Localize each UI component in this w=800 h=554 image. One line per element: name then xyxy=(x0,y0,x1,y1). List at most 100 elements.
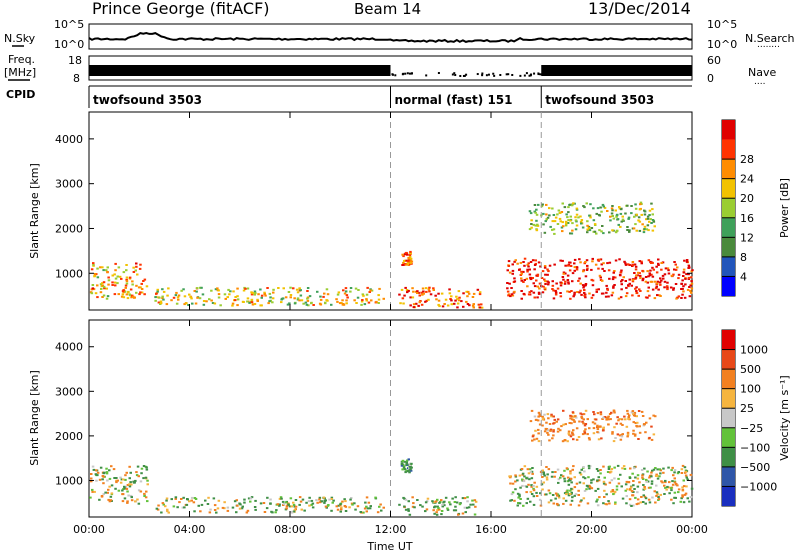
data-cell xyxy=(408,464,412,467)
data-cell xyxy=(533,264,537,266)
data-cell xyxy=(467,290,470,293)
data-cell xyxy=(531,259,535,262)
data-cell xyxy=(605,291,608,294)
data-cell xyxy=(602,205,605,208)
data-cell xyxy=(364,501,367,504)
data-cell xyxy=(686,478,689,481)
data-cell xyxy=(139,263,142,266)
data-cell xyxy=(342,289,345,292)
data-cell xyxy=(636,271,640,274)
data-cell xyxy=(541,424,544,427)
data-cell xyxy=(278,497,282,500)
data-cell xyxy=(535,213,539,216)
data-cell xyxy=(592,411,595,413)
data-cell xyxy=(450,295,453,298)
data-cell xyxy=(579,261,582,264)
data-cell xyxy=(213,504,217,507)
data-cell xyxy=(609,470,613,473)
data-cell xyxy=(260,294,264,297)
data-cell xyxy=(559,220,562,223)
data-cell xyxy=(368,291,371,293)
data-cell xyxy=(660,279,663,282)
data-cell xyxy=(113,281,117,284)
data-cell xyxy=(403,505,406,508)
data-cell xyxy=(595,290,598,293)
colorbar-tick-label: −25 xyxy=(740,422,763,435)
freq-bar-tick xyxy=(511,73,514,76)
data-cell xyxy=(305,303,309,306)
data-cell xyxy=(687,267,690,269)
data-cell xyxy=(285,507,288,510)
data-cell xyxy=(548,264,552,267)
data-cell xyxy=(532,282,535,285)
freq-bar-tick xyxy=(394,74,397,77)
data-cell xyxy=(411,505,415,508)
data-cell xyxy=(648,274,652,277)
data-cell xyxy=(616,464,620,467)
data-cell xyxy=(400,288,404,291)
data-cell xyxy=(543,430,547,433)
data-cell xyxy=(280,301,283,304)
freq-bar-tick xyxy=(485,74,488,77)
data-cell xyxy=(641,474,644,477)
data-cell xyxy=(113,273,116,276)
data-cell xyxy=(262,502,266,504)
data-cell xyxy=(577,504,581,507)
data-cell xyxy=(328,498,331,501)
data-cell xyxy=(610,411,613,414)
data-cell xyxy=(626,431,630,434)
data-cell xyxy=(511,272,514,275)
data-cell xyxy=(535,279,538,282)
data-cell xyxy=(611,490,615,492)
data-cell xyxy=(554,216,558,219)
data-cell xyxy=(601,418,604,420)
data-cell xyxy=(573,258,577,261)
data-cell xyxy=(571,496,574,499)
data-cell xyxy=(213,509,217,511)
colorbar-tick-label: 12 xyxy=(740,231,754,244)
data-cell xyxy=(584,423,588,425)
data-cell xyxy=(582,476,585,479)
data-cell xyxy=(343,292,347,295)
data-cell xyxy=(126,500,129,503)
data-cell xyxy=(586,228,589,231)
data-cell xyxy=(615,488,619,491)
data-cell xyxy=(349,287,353,289)
data-cell xyxy=(600,210,603,213)
data-cell xyxy=(578,481,582,484)
data-cell xyxy=(682,479,685,482)
data-cell xyxy=(649,262,653,264)
data-cell xyxy=(552,429,555,431)
data-cell xyxy=(604,295,608,298)
data-cell xyxy=(450,303,453,306)
data-cell xyxy=(130,483,133,486)
data-cell xyxy=(579,282,582,285)
data-cell xyxy=(583,424,587,427)
data-cell xyxy=(241,300,245,303)
data-cell xyxy=(575,208,579,211)
data-cell xyxy=(102,269,105,272)
data-cell xyxy=(119,481,123,484)
data-cell xyxy=(643,487,647,490)
data-cell xyxy=(556,494,559,497)
data-cell xyxy=(536,419,540,422)
data-cell xyxy=(606,288,609,291)
data-cell xyxy=(451,497,454,500)
data-cell xyxy=(540,277,544,279)
data-cell xyxy=(673,469,677,472)
data-cell xyxy=(356,505,360,508)
data-cell xyxy=(527,293,531,296)
data-cell xyxy=(236,295,239,298)
data-cell xyxy=(622,465,626,468)
data-cell xyxy=(125,269,128,272)
data-cell xyxy=(310,503,313,506)
data-cell xyxy=(135,265,138,268)
data-cell xyxy=(444,496,448,499)
data-cell xyxy=(578,277,581,280)
data-cell xyxy=(650,202,653,205)
data-cell xyxy=(140,288,144,290)
data-cell xyxy=(676,266,679,269)
data-cell xyxy=(655,282,659,285)
data-cell xyxy=(520,290,523,292)
data-cell xyxy=(409,304,412,307)
